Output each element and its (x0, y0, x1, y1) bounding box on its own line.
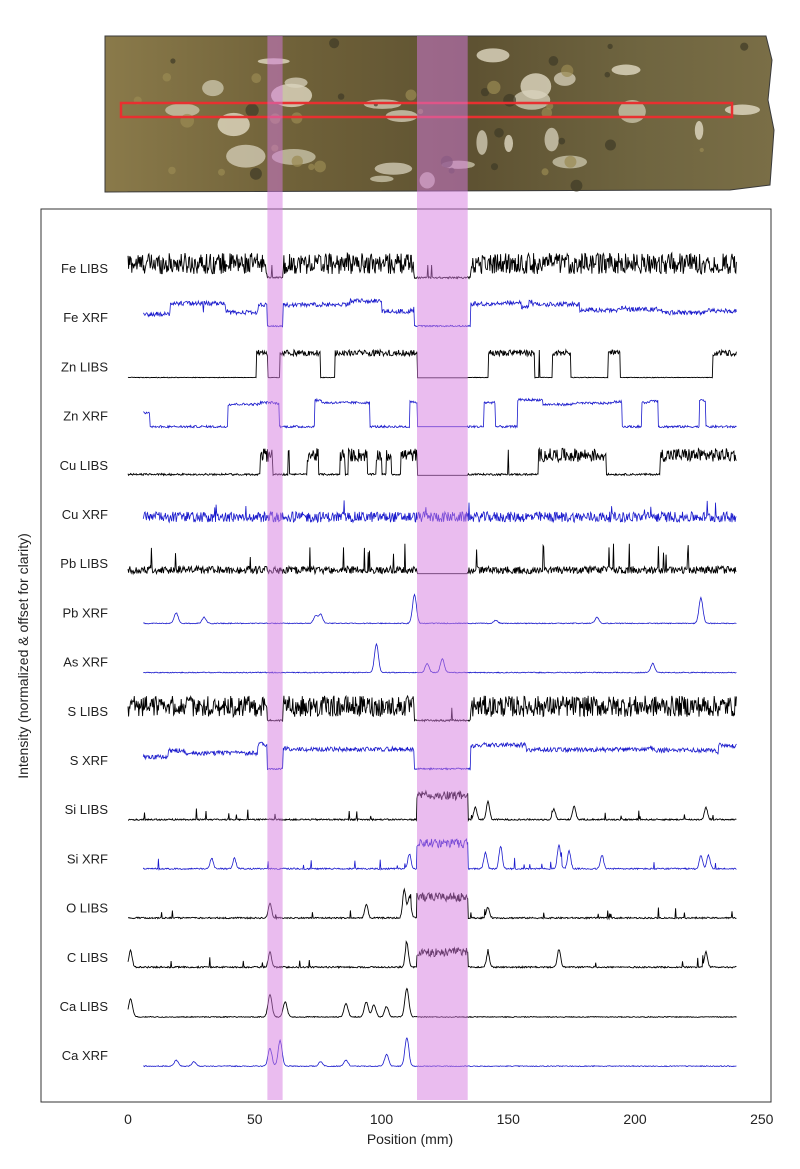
rock-vein (374, 162, 413, 175)
series-label: S XRF (70, 753, 108, 768)
rock-grain (548, 56, 559, 66)
x-tick-label: 200 (623, 1111, 647, 1127)
series-label: As XRF (63, 655, 108, 670)
series-label: Ca LIBS (60, 999, 109, 1014)
rock-grain (329, 38, 340, 49)
rock-grain (541, 107, 553, 119)
rock-vein (284, 77, 308, 88)
rock-grain (699, 147, 704, 153)
highlight-bands (267, 36, 468, 1100)
series-label: O LIBS (66, 901, 108, 916)
x-tick-label: 150 (497, 1111, 521, 1127)
rock-grain (541, 168, 549, 176)
rock-grain (162, 73, 172, 82)
series-label: Fe LIBS (61, 261, 108, 276)
rock-vein (476, 48, 510, 63)
rock-grain (494, 127, 504, 138)
x-tick-label: 0 (124, 1111, 132, 1127)
rock-grain (251, 73, 262, 84)
rock-grain (604, 71, 611, 78)
x-tick-label: 250 (750, 1111, 774, 1127)
rock-grain (570, 179, 583, 192)
series-label: Zn LIBS (61, 359, 108, 374)
rock-grain (604, 139, 616, 151)
rock-vein (513, 90, 551, 110)
series-label: Fe XRF (63, 310, 108, 325)
rock-grain (337, 93, 345, 100)
x-tick-label: 50 (247, 1111, 263, 1127)
rock-vein (202, 80, 224, 97)
series-label: Cu LIBS (60, 458, 109, 473)
series-label: C LIBS (67, 950, 109, 965)
rock-grain (546, 102, 554, 110)
rock-grain (314, 160, 326, 173)
rock-grain (561, 64, 574, 77)
rock-grain (245, 103, 259, 117)
rock-grain (490, 163, 499, 171)
rock-grain (740, 42, 749, 51)
series-label: Si XRF (67, 851, 108, 866)
rock-grain (558, 137, 566, 145)
rock-grain (170, 58, 176, 64)
y-axis-label: Intensity (normalized & offset for clari… (15, 533, 31, 779)
rock-vein (724, 104, 760, 116)
rock-vein (694, 120, 704, 140)
x-axis-label: Position (mm) (367, 1131, 453, 1147)
series-label: S LIBS (68, 704, 109, 719)
rock-grain (218, 168, 225, 176)
rock-vein (611, 64, 641, 76)
rock-vein (370, 175, 394, 183)
series-label: Zn XRF (63, 409, 108, 424)
rock-grain (607, 43, 613, 50)
rock-grain (308, 163, 315, 170)
rock-grain (168, 166, 176, 175)
plot-frame (40, 208, 772, 1103)
rock-grain (480, 87, 490, 97)
rock-grain (487, 80, 501, 95)
rock-vein (217, 112, 250, 137)
series-label: Ca XRF (62, 1048, 108, 1063)
trace-labels: Fe LIBS Fe XRF Zn LIBS Zn XRF Cu LIBS Cu XRF P… (60, 261, 109, 1063)
rock-vein (544, 127, 559, 152)
highlight-band (417, 36, 468, 1100)
highlight-band (267, 36, 283, 1100)
x-tick-label: 100 (370, 1111, 394, 1127)
x-axis-ticks: 0 50 100 150 200 250 (124, 1111, 774, 1127)
rock-vein (165, 103, 200, 117)
series-label: Pb XRF (62, 605, 108, 620)
rock-grain (503, 93, 517, 107)
rock-vein (476, 130, 488, 155)
rock-grain (249, 167, 262, 180)
series-label: Cu XRF (62, 507, 108, 522)
rock-grain (405, 89, 417, 101)
rock-grain (564, 155, 577, 168)
rock-grain (291, 155, 303, 167)
rock-vein (226, 144, 266, 168)
series-label: Pb LIBS (60, 556, 108, 571)
series-label: Si LIBS (65, 802, 109, 817)
rock-vein (504, 134, 514, 152)
